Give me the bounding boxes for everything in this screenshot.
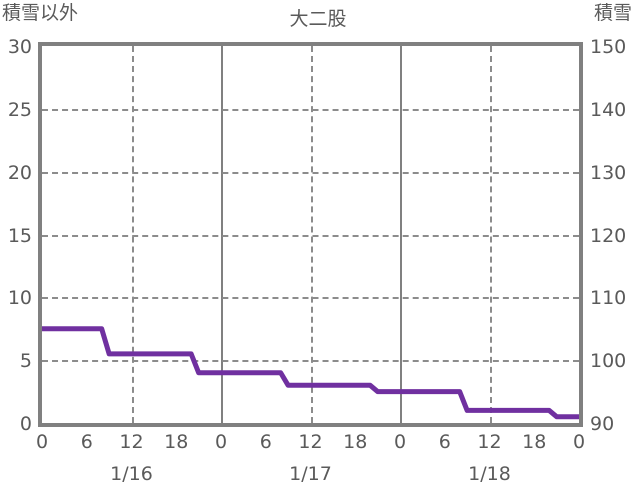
y-axis-tick-label-right: 120 [590, 224, 627, 247]
gridline-horizontal [42, 234, 579, 237]
series-line-chart [42, 326, 579, 420]
x-axis-tick-label: 0 [393, 431, 407, 453]
x-axis-tick-label: 18 [343, 431, 368, 453]
left-axis-unit-label: 積雪以外 [2, 2, 79, 24]
x-axis-tick-label: 12 [119, 431, 144, 453]
gridline-horizontal [42, 171, 579, 174]
y-axis-tick-label-right: 130 [590, 161, 627, 184]
y-axis-tick-label-left: 10 [7, 287, 32, 310]
x-axis-tick-label: 12 [298, 431, 323, 453]
x-axis-day-label: 1/17 [289, 463, 332, 485]
gridline-horizontal [42, 108, 579, 111]
gridline-horizontal [42, 297, 579, 300]
gridline-horizontal [42, 360, 579, 363]
x-axis-tick-label: 6 [438, 431, 451, 453]
x-axis-tick-label: 0 [214, 431, 228, 453]
right-axis-unit-label: 積雪 [593, 2, 632, 24]
y-axis-tick-label-right: 110 [590, 287, 627, 310]
y-axis-tick-label-left: 5 [19, 350, 32, 373]
x-axis-tick-label: 18 [522, 431, 547, 453]
y-axis-tick-label-right: 140 [590, 98, 627, 121]
y-axis-tick-label-right: 150 [590, 36, 627, 58]
x-axis-tick-label: 0 [35, 431, 49, 453]
y-axis-tick-label-left: 15 [7, 224, 32, 247]
series-polyline [42, 326, 579, 420]
y-axis-tick-label-left: 25 [7, 98, 32, 121]
plot-inner [42, 46, 579, 423]
y-axis-tick-label-left: 0 [19, 413, 32, 435]
x-axis-day-label: 1/18 [468, 463, 511, 485]
x-axis-tick-label: 6 [80, 431, 93, 453]
x-axis-day-label: 1/16 [110, 463, 153, 485]
chart-title: 大二股 [289, 8, 347, 30]
x-axis-tick-label: 0 [572, 431, 586, 453]
y-axis-tick-label-left: 20 [7, 161, 32, 184]
x-axis-tick-label: 18 [164, 431, 189, 453]
plot-area [38, 42, 583, 427]
x-axis-tick-label: 12 [477, 431, 502, 453]
y-axis-tick-label-left: 30 [7, 36, 32, 58]
y-axis-tick-label-right: 90 [590, 413, 615, 435]
y-axis-tick-label-right: 100 [590, 350, 627, 373]
x-axis-tick-label: 6 [259, 431, 272, 453]
